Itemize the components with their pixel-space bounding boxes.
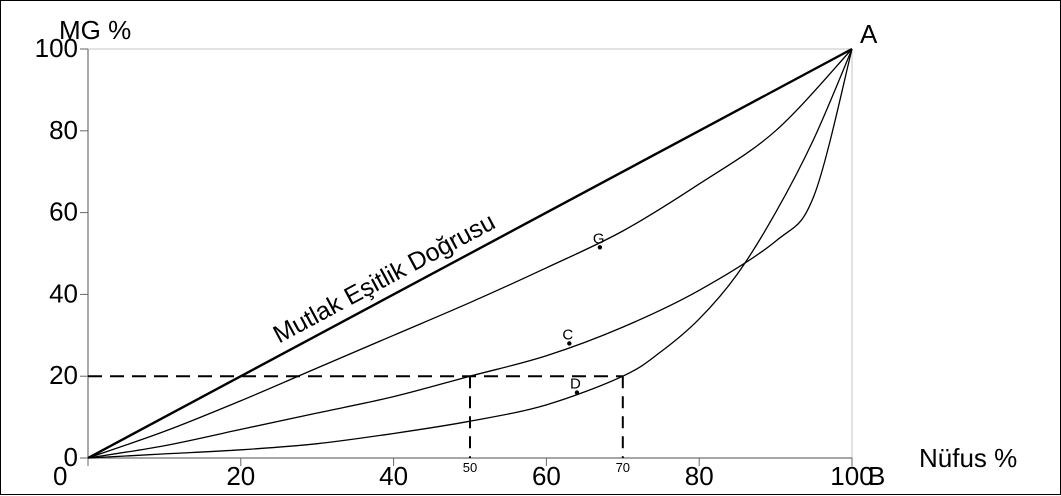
curve-c xyxy=(87,48,853,459)
y-tick-label-0: 0 xyxy=(64,442,78,472)
y-tick-label-40: 40 xyxy=(49,278,78,308)
plot-layer xyxy=(80,47,853,466)
point-label-g: G xyxy=(593,230,605,247)
x-axis-label: Nüfus % xyxy=(919,443,1017,473)
point-label-d: D xyxy=(570,376,581,393)
x-tick-label-40: 40 xyxy=(379,461,408,491)
point-label-c: C xyxy=(562,326,573,343)
point-marker-c xyxy=(567,341,572,346)
point-marker-g xyxy=(597,245,603,250)
text-layer: G C D 0 20 40 60 80 100 0 20 40 60 80 100 50 70 MG % Nüfus… xyxy=(35,15,1018,491)
y-tick-label-100: 100 xyxy=(35,33,78,63)
x-tick-label-60: 60 xyxy=(532,461,561,491)
curve-unnamed-2 xyxy=(87,48,853,459)
y-tick-label-60: 60 xyxy=(49,197,78,227)
x-tick-label-100: 100 xyxy=(830,461,873,491)
point-marker-d xyxy=(574,390,580,395)
y-tick-label-80: 80 xyxy=(49,115,78,145)
x-tick-label-20: 20 xyxy=(226,461,255,491)
corner-label-b: B xyxy=(868,461,885,491)
x-small-tick-label-50: 50 xyxy=(463,460,477,475)
x-tick-label-0: 0 xyxy=(53,461,67,491)
equality-line xyxy=(87,47,853,460)
curve-g xyxy=(87,48,853,459)
corner-label-a: A xyxy=(860,19,878,49)
y-axis-label: MG % xyxy=(59,15,131,45)
x-small-tick-label-70: 70 xyxy=(616,460,630,475)
x-tick-label-80: 80 xyxy=(685,461,714,491)
y-tick-label-20: 20 xyxy=(49,360,78,390)
equality-line-label: Mutlak Eşitlik Doğrusu xyxy=(269,208,500,349)
